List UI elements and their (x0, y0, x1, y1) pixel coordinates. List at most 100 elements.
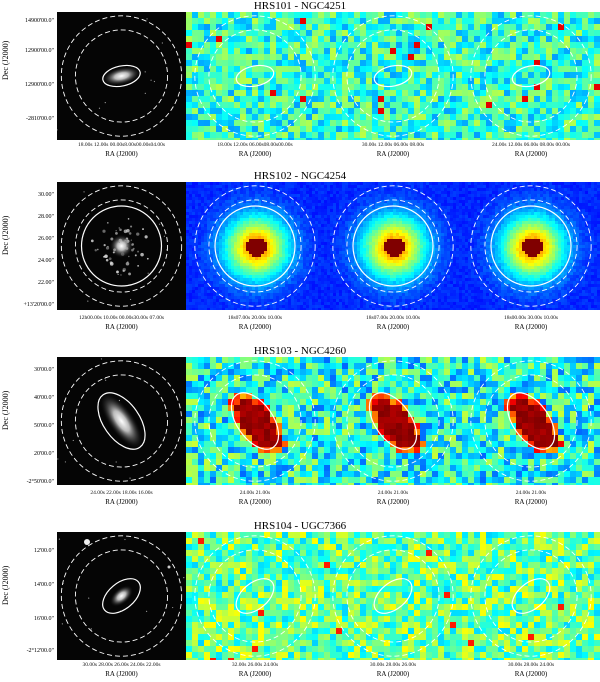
map-pixels (324, 357, 462, 485)
y-tick-label: 12'00.0" (33, 548, 54, 554)
map-panel (462, 12, 600, 140)
y-tick-label: 30'00.0" (33, 367, 54, 373)
x-axis-label: RA (J2000) (514, 670, 548, 678)
aperture-ellipses (470, 15, 592, 137)
figure-row-2: HRS102 - NGC4254 Dec (J2000) 30.00" 28.0… (0, 170, 600, 345)
row-title: HRS104 - UGC7366 (253, 520, 347, 532)
x-axis-label: RA (J2000) (238, 150, 272, 158)
aperture-ellipses (470, 360, 592, 482)
figure-row-3: HRS103 - NGC4260 Dec (J2000) 30'00.0" 40… (0, 345, 600, 520)
x-axis-label: RA (J2000) (238, 498, 272, 506)
figure-row-1: HRS101 - NGC4251 Dec (J2000) 14900'00.0"… (0, 0, 600, 170)
x-tick-labels: 30.00s 12.00s 06.00s 08.00s (361, 142, 425, 148)
figure-row-4: HRS104 - UGC7366 Dec (J2000) 12'00.0" 14… (0, 520, 600, 682)
x-tick-labels: 30.00s 28.00s 24.00s (507, 662, 555, 668)
map-panel (324, 357, 462, 485)
aperture-ellipses (194, 15, 316, 137)
optical-image-panel (57, 182, 186, 310)
optical-image-panel (57, 357, 186, 485)
aperture-ellipses (332, 360, 454, 482)
map-panel (462, 182, 600, 310)
y-tick-label: 22.00" (38, 280, 54, 286)
x-tick-labels: 18s07.00s 20.00s 10.00s (228, 315, 282, 321)
x-axis-label: RA (J2000) (238, 323, 272, 331)
x-tick-labels: 32.00s 26.00s 24.00s (231, 662, 279, 668)
x-axis-label: RA (J2000) (514, 498, 548, 506)
y-tick-label: 24.00" (38, 258, 54, 264)
x-tick-labels: 30.00s 28.00s 26.00s (369, 662, 417, 668)
aperture-ellipses (194, 535, 316, 657)
map-pixels (186, 357, 324, 485)
x-axis-label: RA (J2000) (105, 670, 138, 678)
x-tick-labels: 24.00s 21.00s (515, 490, 547, 496)
map-panel (186, 182, 324, 310)
map-panel (324, 182, 462, 310)
x-axis-label: RA (J2000) (105, 498, 138, 506)
map-panel (186, 12, 324, 140)
optical-image-panel (57, 12, 186, 140)
row-title: HRS102 - NGC4254 (253, 170, 347, 182)
y-tick-label: +13'20'00.0" (23, 302, 55, 308)
aperture-ellipses (470, 535, 592, 657)
y-tick-label: 14900'00.0" (24, 18, 54, 24)
y-tick-label: 16'00.0" (33, 616, 54, 622)
aperture-ellipses (60, 185, 183, 307)
map-pixels (186, 182, 324, 310)
x-axis-label: RA (J2000) (376, 498, 410, 506)
x-tick-labels: 18s00.00s 30.00s 10.00s (504, 315, 558, 321)
x-tick-labels: 24.00s 21.00s (239, 490, 271, 496)
map-panel (462, 532, 600, 660)
y-tick-label: -2°12'00.0" (26, 648, 54, 654)
y-tick-label: 30.00" (38, 192, 54, 198)
aperture-ellipses (60, 360, 183, 482)
y-tick-label: 12900'00.0" (24, 48, 54, 54)
x-axis-label: RA (J2000) (105, 323, 138, 331)
x-axis-label: RA (J2000) (514, 150, 548, 158)
map-pixels (462, 532, 600, 660)
aperture-ellipses (470, 185, 592, 307)
map-pixels (462, 12, 600, 140)
map-panel (186, 532, 324, 660)
y-tick-label: 40'00.0" (33, 395, 54, 401)
map-pixels (462, 182, 600, 310)
map-panel (324, 12, 462, 140)
map-panel (462, 357, 600, 485)
y-tick-label: 20'00.0" (33, 451, 54, 457)
y-tick-label: -2810'00.0" (25, 116, 54, 122)
row-title: HRS103 - NGC4260 (253, 345, 347, 357)
x-tick-labels: 18.00s 12.00s 06.00s08.00s00.00s (217, 142, 293, 148)
map-panel (186, 357, 324, 485)
map-pixels (186, 12, 324, 140)
map-pixels (324, 532, 462, 660)
x-axis-label: RA (J2000) (105, 150, 138, 158)
y-tick-label: -2°50'00.0" (26, 479, 54, 485)
x-axis-label: RA (J2000) (376, 150, 410, 158)
x-axis-label: RA (J2000) (376, 323, 410, 331)
map-pixels (186, 532, 324, 660)
map-pixels (324, 182, 462, 310)
x-axis-label: RA (J2000) (514, 323, 548, 331)
aperture-ellipses (332, 15, 454, 137)
y-tick-label: 12900'00.0" (24, 82, 54, 88)
x-tick-labels: 18.00s 12.00s 00.00s8.00s00.00s04.00s (77, 142, 166, 148)
x-tick-labels: 12h00.00s 10.00s 00.00s30.00s 07.00s (79, 315, 164, 321)
y-axis-label: Dec (J2000) (1, 40, 10, 80)
x-tick-labels: 24.00s 22.00s 18.00s 16.00s (90, 490, 153, 496)
aperture-ellipses (194, 185, 316, 307)
map-panel (324, 532, 462, 660)
y-tick-label: 26.00" (38, 236, 54, 242)
aperture-ellipses (332, 535, 454, 657)
optical-image-panel (57, 532, 186, 660)
x-tick-labels: 18s07.00s 20.00s 10.00s (366, 315, 420, 321)
row-title: HRS101 - NGC4251 (253, 0, 347, 12)
aperture-ellipses (332, 185, 454, 307)
aperture-ellipses (194, 360, 316, 482)
map-pixels (324, 12, 462, 140)
y-tick-label: 28.00" (38, 214, 54, 220)
x-tick-labels: 30.00s 28.00s 26.00s 24.00s 22.00s (82, 662, 161, 668)
y-tick-label: 14'00.0" (33, 582, 54, 588)
x-tick-labels: 24.00s 12.00s 06.00s 08.00s 00.00s (491, 142, 571, 148)
y-tick-label: 50'00.0" (33, 423, 54, 429)
map-pixels (462, 357, 600, 485)
x-tick-labels: 24.00s 21.00s (377, 490, 409, 496)
